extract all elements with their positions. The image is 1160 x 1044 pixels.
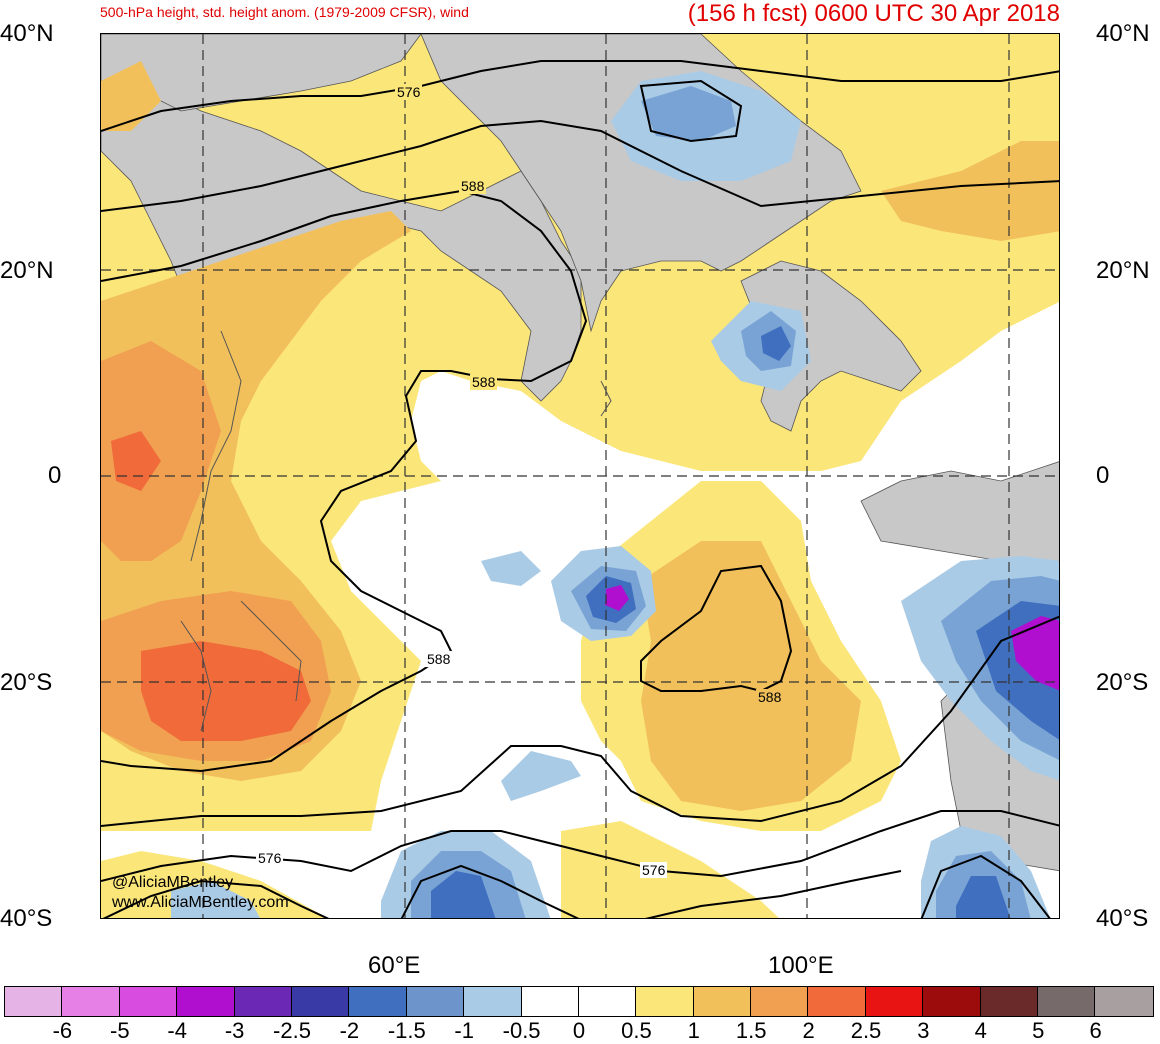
colorbar-tick-label: 0.5 <box>621 1018 652 1043</box>
colorbar-tick-label: 1.5 <box>735 1018 767 1043</box>
graticule <box>101 34 1059 918</box>
colorbar-cell <box>751 987 809 1016</box>
colorbar-cell <box>865 987 924 1016</box>
lat-label-20n-left: 20°N <box>0 257 54 284</box>
colorbar-cell <box>521 987 579 1016</box>
colorbar-cell <box>406 987 465 1016</box>
colorbar-tick-label: -4 <box>167 1018 187 1043</box>
lat-label-40s-left: 40°S <box>0 905 53 932</box>
colorbar-tick-label: 5 <box>1032 1018 1045 1043</box>
forecast-time-title: (156 h fcst) 0600 UTC 30 Apr 2018 <box>687 0 1060 27</box>
colorbar-cell <box>291 987 350 1016</box>
lat-label-20s-left: 20°S <box>0 669 53 696</box>
colorbar-tick-label: 6 <box>1089 1018 1102 1043</box>
lat-label-20n-right: 20°N <box>1096 257 1150 284</box>
colorbar-cell <box>693 987 752 1016</box>
lat-label-40s-right: 40°S <box>1096 905 1149 932</box>
colorbar-tick-label: -2.5 <box>273 1018 311 1043</box>
colorbar-cell <box>980 987 1039 1016</box>
lat-label-eq-left: 0 <box>48 462 62 489</box>
contour-label: 576 <box>395 84 423 100</box>
coastline-lines <box>180 330 612 732</box>
lat-label-40n-left: 40°N <box>0 20 54 47</box>
colorbar-tick-label: -3 <box>224 1018 245 1043</box>
map-title: 500-hPa height, std. height anom. (1979-… <box>100 4 469 20</box>
lat-label-40n-right: 40°N <box>1096 20 1150 47</box>
map-panel <box>100 33 1060 919</box>
contour-label: 588 <box>425 651 453 667</box>
lon-label-100e: 100°E <box>768 952 834 979</box>
map-canvas <box>101 34 1059 918</box>
colorbar-tick-label: 0 <box>572 1018 586 1043</box>
contour-label: 576 <box>256 850 284 866</box>
colorbar-tick-label: 2 <box>802 1018 815 1043</box>
colorbar-cell <box>119 987 178 1016</box>
colorbar-tick-label: -2 <box>339 1018 360 1043</box>
colorbar-cell <box>578 987 637 1016</box>
colorbar-tick-label: -6 <box>52 1018 73 1043</box>
colorbar-cell <box>62 987 120 1016</box>
contour-label: 588 <box>459 178 487 194</box>
colorbar-cell <box>923 987 981 1016</box>
contour-label: 588 <box>756 689 784 705</box>
colorbar-cell <box>636 987 694 1016</box>
colorbar-cell <box>177 987 235 1016</box>
colorbar-tick-label: -5 <box>110 1018 130 1043</box>
credit-website: www.AliciaMBentley.com <box>112 894 289 911</box>
colorbar-tick-label: -1 <box>454 1018 474 1043</box>
colorbar-tick-label: 3 <box>917 1018 930 1043</box>
anomaly-colorbar <box>4 986 1154 1017</box>
colorbar-cell <box>808 987 866 1016</box>
colorbar-cell <box>464 987 522 1016</box>
colorbar-tick-label: 1 <box>687 1018 700 1043</box>
anomaly-neg-3-fill <box>605 585 1059 691</box>
colorbar-cell <box>1095 987 1153 1016</box>
colorbar-cell <box>349 987 407 1016</box>
colorbar-tick-label: 4 <box>974 1018 987 1043</box>
credit-handle: @AliciaMBentley <box>112 874 234 891</box>
colorbar-tick-label: -1.5 <box>387 1018 426 1043</box>
colorbar-cell <box>1038 987 1096 1016</box>
contour-label: 576 <box>640 862 668 878</box>
lat-label-eq-right: 0 <box>1096 462 1110 489</box>
lon-label-60e: 60°E <box>368 952 421 979</box>
colorbar-tick-label: 2.5 <box>850 1018 882 1043</box>
colorbar-cell <box>234 987 292 1016</box>
colorbar-cell <box>5 987 63 1016</box>
lat-label-20s-right: 20°S <box>1096 669 1149 696</box>
colorbar-tick-label: -0.5 <box>502 1018 541 1043</box>
contour-label: 588 <box>470 374 498 390</box>
